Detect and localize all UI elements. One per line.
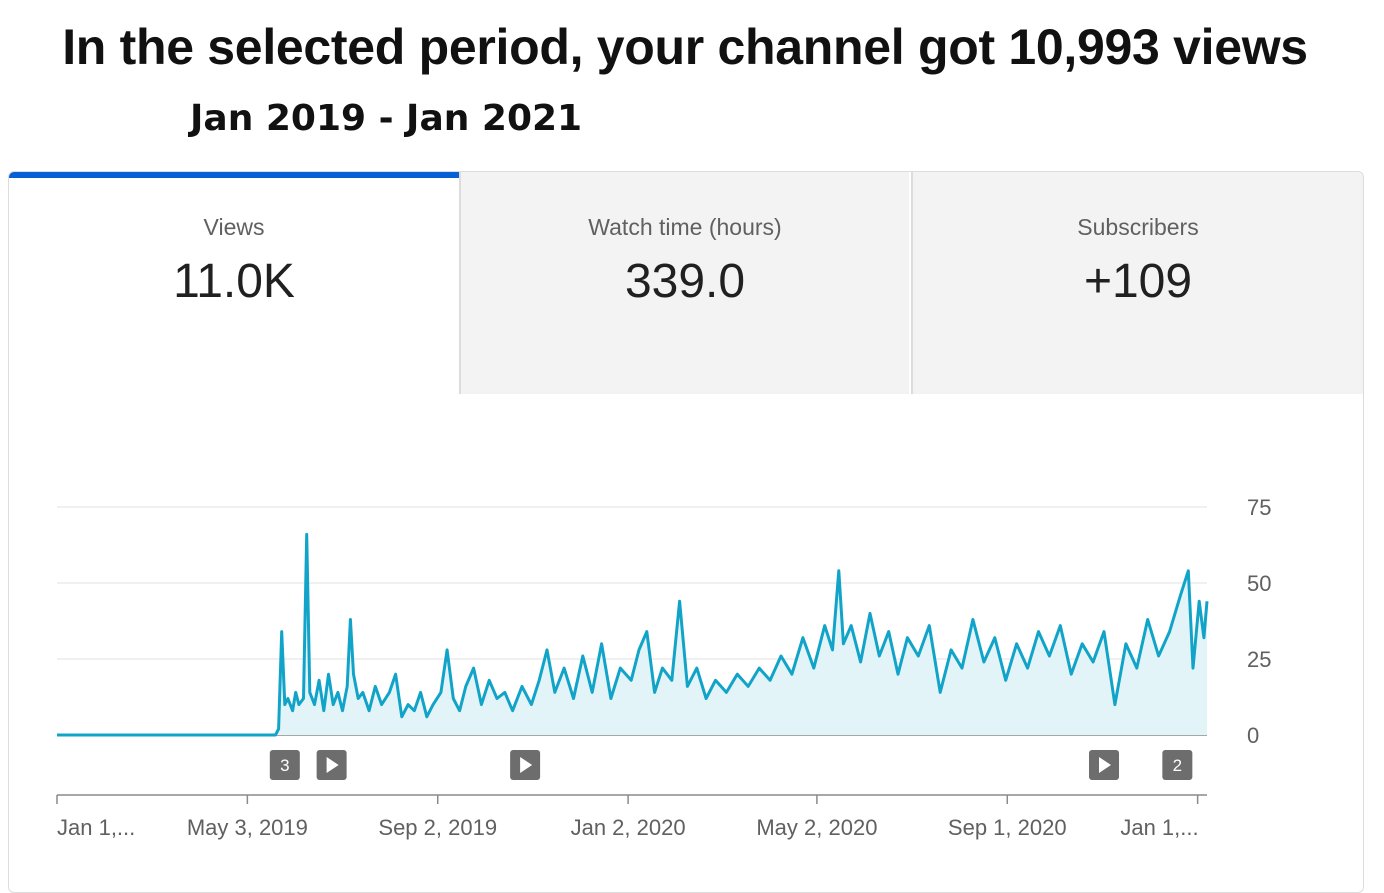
date-range-label: Jan 2019 - Jan 2021 — [190, 98, 583, 139]
x-tick-label: Sep 2, 2019 — [378, 815, 497, 840]
count-marker-label: 3 — [280, 756, 289, 775]
tab-views[interactable]: Views 11.0K — [9, 172, 459, 394]
tab-watch-time-label: Watch time (hours) — [588, 214, 782, 240]
y-tick-label: 25 — [1247, 647, 1271, 672]
tab-views-value: 11.0K — [173, 255, 295, 308]
views-area — [57, 534, 1207, 735]
count-marker-label: 2 — [1173, 756, 1182, 775]
tab-subscribers-label: Subscribers — [1077, 214, 1199, 240]
count-marker — [1162, 750, 1193, 780]
x-tick-label: May 2, 2020 — [756, 815, 877, 840]
active-tab-indicator — [9, 172, 459, 178]
x-tick-label: Sep 1, 2020 — [948, 815, 1067, 840]
play-icon — [520, 757, 533, 773]
views-line — [57, 532, 1209, 737]
x-tick-label: May 3, 2019 — [187, 815, 308, 840]
views-line-chart: 75 50 25 0 3 2 Jan 1,... May 3, 2019 Sep 2, 2019… — [56, 495, 1271, 840]
page-headline: In the selected period, your channel got… — [62, 19, 1308, 75]
play-icon — [1099, 757, 1112, 773]
play-icon — [326, 757, 339, 773]
y-tick-label: 0 — [1247, 723, 1259, 748]
tab-subscribers-value: +109 — [1083, 255, 1193, 308]
x-tick-label: Jan 1,... — [57, 815, 135, 840]
tab-watch-time[interactable]: Watch time (hours) 339.0 — [459, 172, 909, 394]
count-marker — [269, 750, 300, 780]
metric-tabs: Views 11.0K Watch time (hours) 339.0 Sub… — [9, 172, 1363, 394]
tab-views-label: Views — [203, 214, 265, 240]
y-tick-label: 75 — [1247, 495, 1271, 520]
tab-watch-time-value: 339.0 — [624, 255, 746, 308]
y-tick-label: 50 — [1247, 571, 1271, 596]
tab-subscribers[interactable]: Subscribers +109 — [911, 172, 1363, 394]
x-tick-label: Jan 2, 2020 — [571, 815, 686, 840]
analytics-card: Views 11.0K Watch time (hours) 339.0 Sub… — [8, 171, 1364, 893]
x-tick-label: Jan 1,... — [1120, 815, 1198, 840]
